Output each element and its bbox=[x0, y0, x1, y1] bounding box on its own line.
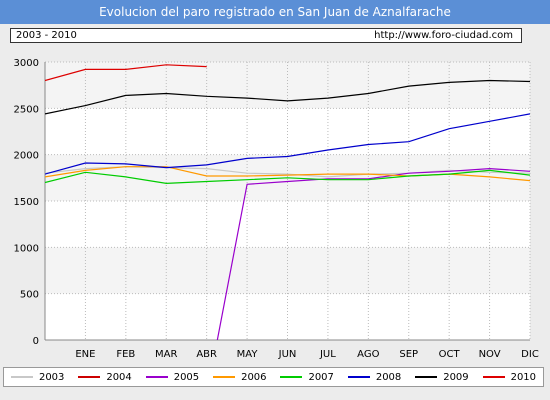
legend-item-2009: 2009 bbox=[408, 368, 475, 386]
x-tick-label: MAY bbox=[237, 349, 259, 360]
y-tick-label: 0 bbox=[33, 336, 39, 347]
x-tick-label: ABR bbox=[196, 349, 217, 360]
x-tick-label: JUL bbox=[319, 349, 336, 360]
legend-swatch bbox=[482, 376, 505, 378]
plot-band bbox=[45, 247, 530, 294]
series-line-2008 bbox=[45, 113, 530, 175]
source-url: http://www.foro-ciudad.com bbox=[374, 30, 513, 41]
legend-swatch bbox=[415, 376, 438, 378]
y-tick-label: 1500 bbox=[14, 197, 39, 208]
legend-label: 2005 bbox=[173, 371, 200, 383]
legend-swatch bbox=[78, 376, 101, 378]
x-tick-label: DIC bbox=[521, 349, 539, 360]
legend: 2003 2004 2005 2006 2007 2008 2009 2010 bbox=[3, 367, 544, 387]
x-tick-label: JUN bbox=[278, 349, 297, 360]
y-tick-label: 2000 bbox=[14, 151, 39, 162]
series-line-2010 bbox=[45, 64, 207, 82]
y-tick-label: 3000 bbox=[14, 58, 39, 69]
legend-item-2007: 2007 bbox=[274, 368, 341, 386]
legend-item-2010: 2010 bbox=[476, 368, 543, 386]
x-tick-label: AGO bbox=[357, 349, 379, 360]
legend-swatch bbox=[145, 376, 168, 378]
legend-swatch bbox=[280, 376, 303, 378]
legend-label: 2008 bbox=[375, 371, 402, 383]
series-line-2005 bbox=[216, 167, 530, 340]
x-tick-label: MAR bbox=[155, 349, 177, 360]
legend-swatch bbox=[10, 376, 33, 378]
year-range-label: 2003 - 2010 bbox=[16, 30, 77, 41]
y-tick-label: 500 bbox=[20, 290, 39, 301]
legend-label: 2004 bbox=[106, 371, 132, 383]
x-tick-label: NOV bbox=[479, 349, 501, 360]
legend-item-2008: 2008 bbox=[341, 368, 408, 386]
legend-item-2004: 2004 bbox=[71, 368, 138, 386]
legend-swatch bbox=[213, 376, 236, 378]
x-tick-label: ENE bbox=[75, 349, 95, 360]
y-tick-label: 2500 bbox=[14, 104, 39, 115]
x-tick-label: OCT bbox=[439, 349, 461, 360]
info-box: 2003 - 2010 http://www.foro-ciudad.com bbox=[10, 28, 522, 43]
legend-item-2005: 2005 bbox=[139, 368, 206, 386]
legend-label: 2006 bbox=[241, 371, 267, 383]
series-line-2007 bbox=[45, 169, 530, 185]
series-line-2009 bbox=[45, 79, 530, 115]
legend-label: 2009 bbox=[443, 371, 469, 383]
x-tick-label: FEB bbox=[116, 349, 135, 360]
chart-title: Evolucion del paro registrado en San Jua… bbox=[0, 0, 550, 24]
legend-label: 2010 bbox=[510, 371, 537, 383]
legend-label: 2003 bbox=[38, 371, 65, 383]
legend-swatch bbox=[347, 376, 370, 378]
series-group bbox=[45, 64, 530, 340]
x-tick-label: SEP bbox=[399, 349, 418, 360]
legend-item-2003: 2003 bbox=[4, 368, 71, 386]
legend-label: 2007 bbox=[308, 371, 334, 383]
legend-item-2006: 2006 bbox=[206, 368, 273, 386]
y-tick-label: 1000 bbox=[14, 243, 39, 254]
